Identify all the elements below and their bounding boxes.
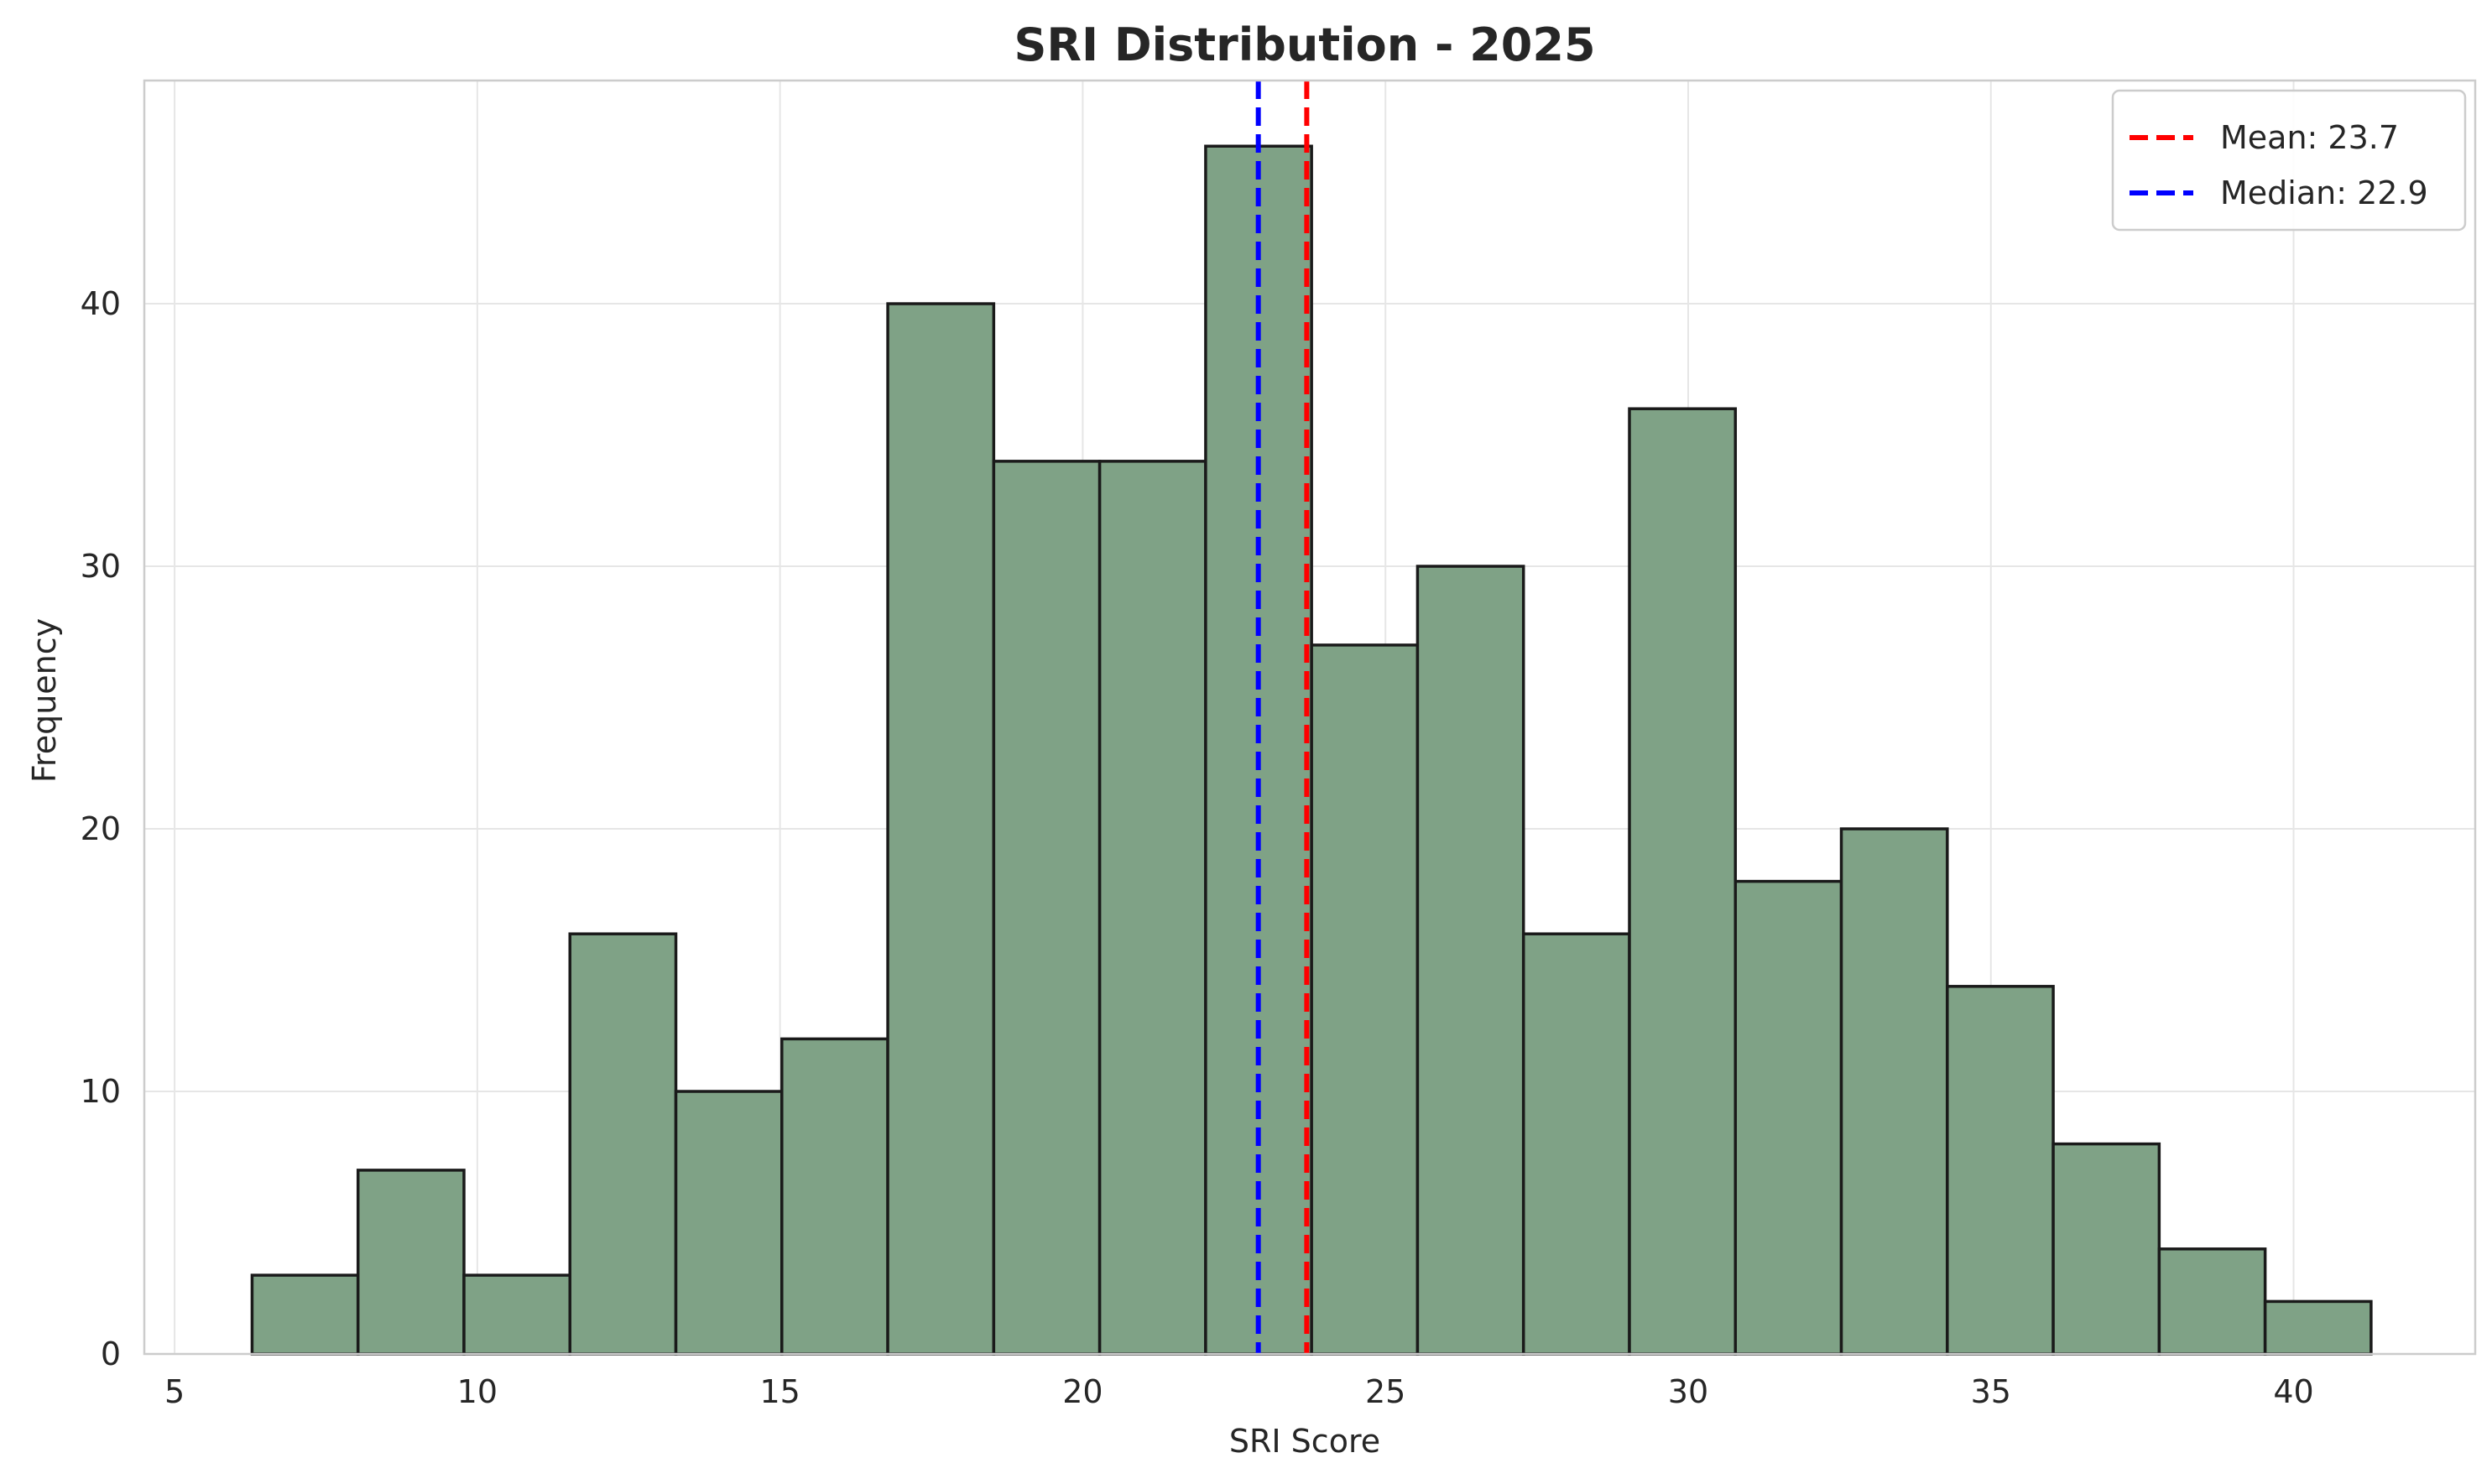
histogram-bar: [356, 1169, 466, 1356]
y-tick-label: 30: [81, 548, 121, 585]
histogram-bar: [780, 1037, 889, 1356]
legend-label: Mean: 23.7: [2220, 119, 2399, 156]
legend-label: Median: 22.9: [2220, 174, 2428, 211]
y-tick-label: 0: [101, 1336, 121, 1372]
histogram-bars: [250, 144, 2373, 1356]
y-tick-label: 40: [81, 285, 121, 322]
x-tick-label: 15: [759, 1373, 800, 1410]
histogram-bar: [992, 460, 1102, 1356]
x-tick-label: 40: [2273, 1373, 2313, 1410]
x-tick-label: 35: [1971, 1373, 2011, 1410]
histogram-bar: [1097, 460, 1207, 1356]
histogram-bar: [1521, 932, 1631, 1356]
histogram-bar: [568, 932, 678, 1356]
histogram-bar: [2263, 1299, 2373, 1356]
legend: Mean: 23.7 Median: 22.9: [2111, 89, 2467, 232]
histogram-bar: [1628, 407, 1738, 1356]
tick-labels: 5 10 15 20 25 30 35 40 0 10 20 30 40: [81, 285, 2314, 1410]
x-axis-label: SRI Score: [1229, 1423, 1380, 1460]
x-tick-label: 25: [1365, 1373, 1405, 1410]
histogram-bar: [1204, 144, 1313, 1356]
x-tick-label: 5: [164, 1373, 185, 1410]
histogram-bar: [1733, 879, 1843, 1356]
y-axis-label: Frequency: [26, 618, 63, 783]
chart-title: SRI Distribution - 2025: [1014, 18, 1595, 71]
histogram-bar: [2157, 1247, 2267, 1356]
histogram-bar: [1839, 827, 1949, 1356]
x-tick-label: 30: [1668, 1373, 1708, 1410]
histogram-bar: [250, 1273, 360, 1356]
histogram-bar: [1946, 985, 2055, 1356]
histogram-bar: [886, 302, 996, 1356]
reference-lines: [1255, 81, 1310, 1354]
histogram-bar: [1415, 565, 1525, 1356]
histogram-bar: [462, 1273, 572, 1356]
plot-frame: [143, 79, 2477, 1356]
histogram-bar: [2051, 1142, 2161, 1356]
y-tick-label: 10: [81, 1073, 121, 1110]
y-tick-label: 20: [81, 810, 121, 847]
histogram-bar: [1310, 643, 1420, 1356]
x-tick-label: 10: [457, 1373, 498, 1410]
histogram-bar: [674, 1090, 784, 1356]
legend-box: [2111, 89, 2467, 232]
x-tick-label: 20: [1062, 1373, 1103, 1410]
